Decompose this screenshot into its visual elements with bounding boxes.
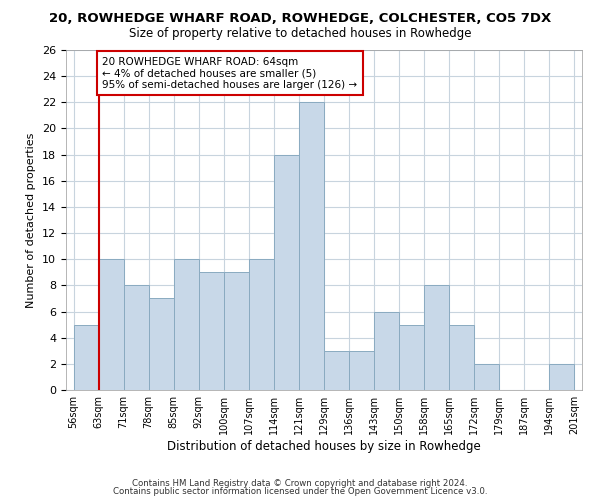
Bar: [550, 364, 574, 390]
Bar: [374, 312, 399, 390]
Bar: [299, 102, 324, 390]
Bar: [424, 286, 449, 390]
Bar: [174, 259, 199, 390]
Y-axis label: Number of detached properties: Number of detached properties: [26, 132, 37, 308]
Bar: [249, 259, 274, 390]
Bar: [98, 259, 124, 390]
X-axis label: Distribution of detached houses by size in Rowhedge: Distribution of detached houses by size …: [167, 440, 481, 453]
Text: 20, ROWHEDGE WHARF ROAD, ROWHEDGE, COLCHESTER, CO5 7DX: 20, ROWHEDGE WHARF ROAD, ROWHEDGE, COLCH…: [49, 12, 551, 26]
Bar: [124, 286, 149, 390]
Bar: [449, 324, 474, 390]
Bar: [74, 324, 98, 390]
Bar: [399, 324, 424, 390]
Text: 20 ROWHEDGE WHARF ROAD: 64sqm
← 4% of detached houses are smaller (5)
95% of sem: 20 ROWHEDGE WHARF ROAD: 64sqm ← 4% of de…: [103, 56, 358, 90]
Bar: [199, 272, 224, 390]
Bar: [324, 351, 349, 390]
Bar: [149, 298, 174, 390]
Bar: [349, 351, 374, 390]
Bar: [224, 272, 249, 390]
Bar: [274, 154, 299, 390]
Bar: [474, 364, 499, 390]
Text: Contains public sector information licensed under the Open Government Licence v3: Contains public sector information licen…: [113, 487, 487, 496]
Text: Contains HM Land Registry data © Crown copyright and database right 2024.: Contains HM Land Registry data © Crown c…: [132, 478, 468, 488]
Text: Size of property relative to detached houses in Rowhedge: Size of property relative to detached ho…: [129, 28, 471, 40]
